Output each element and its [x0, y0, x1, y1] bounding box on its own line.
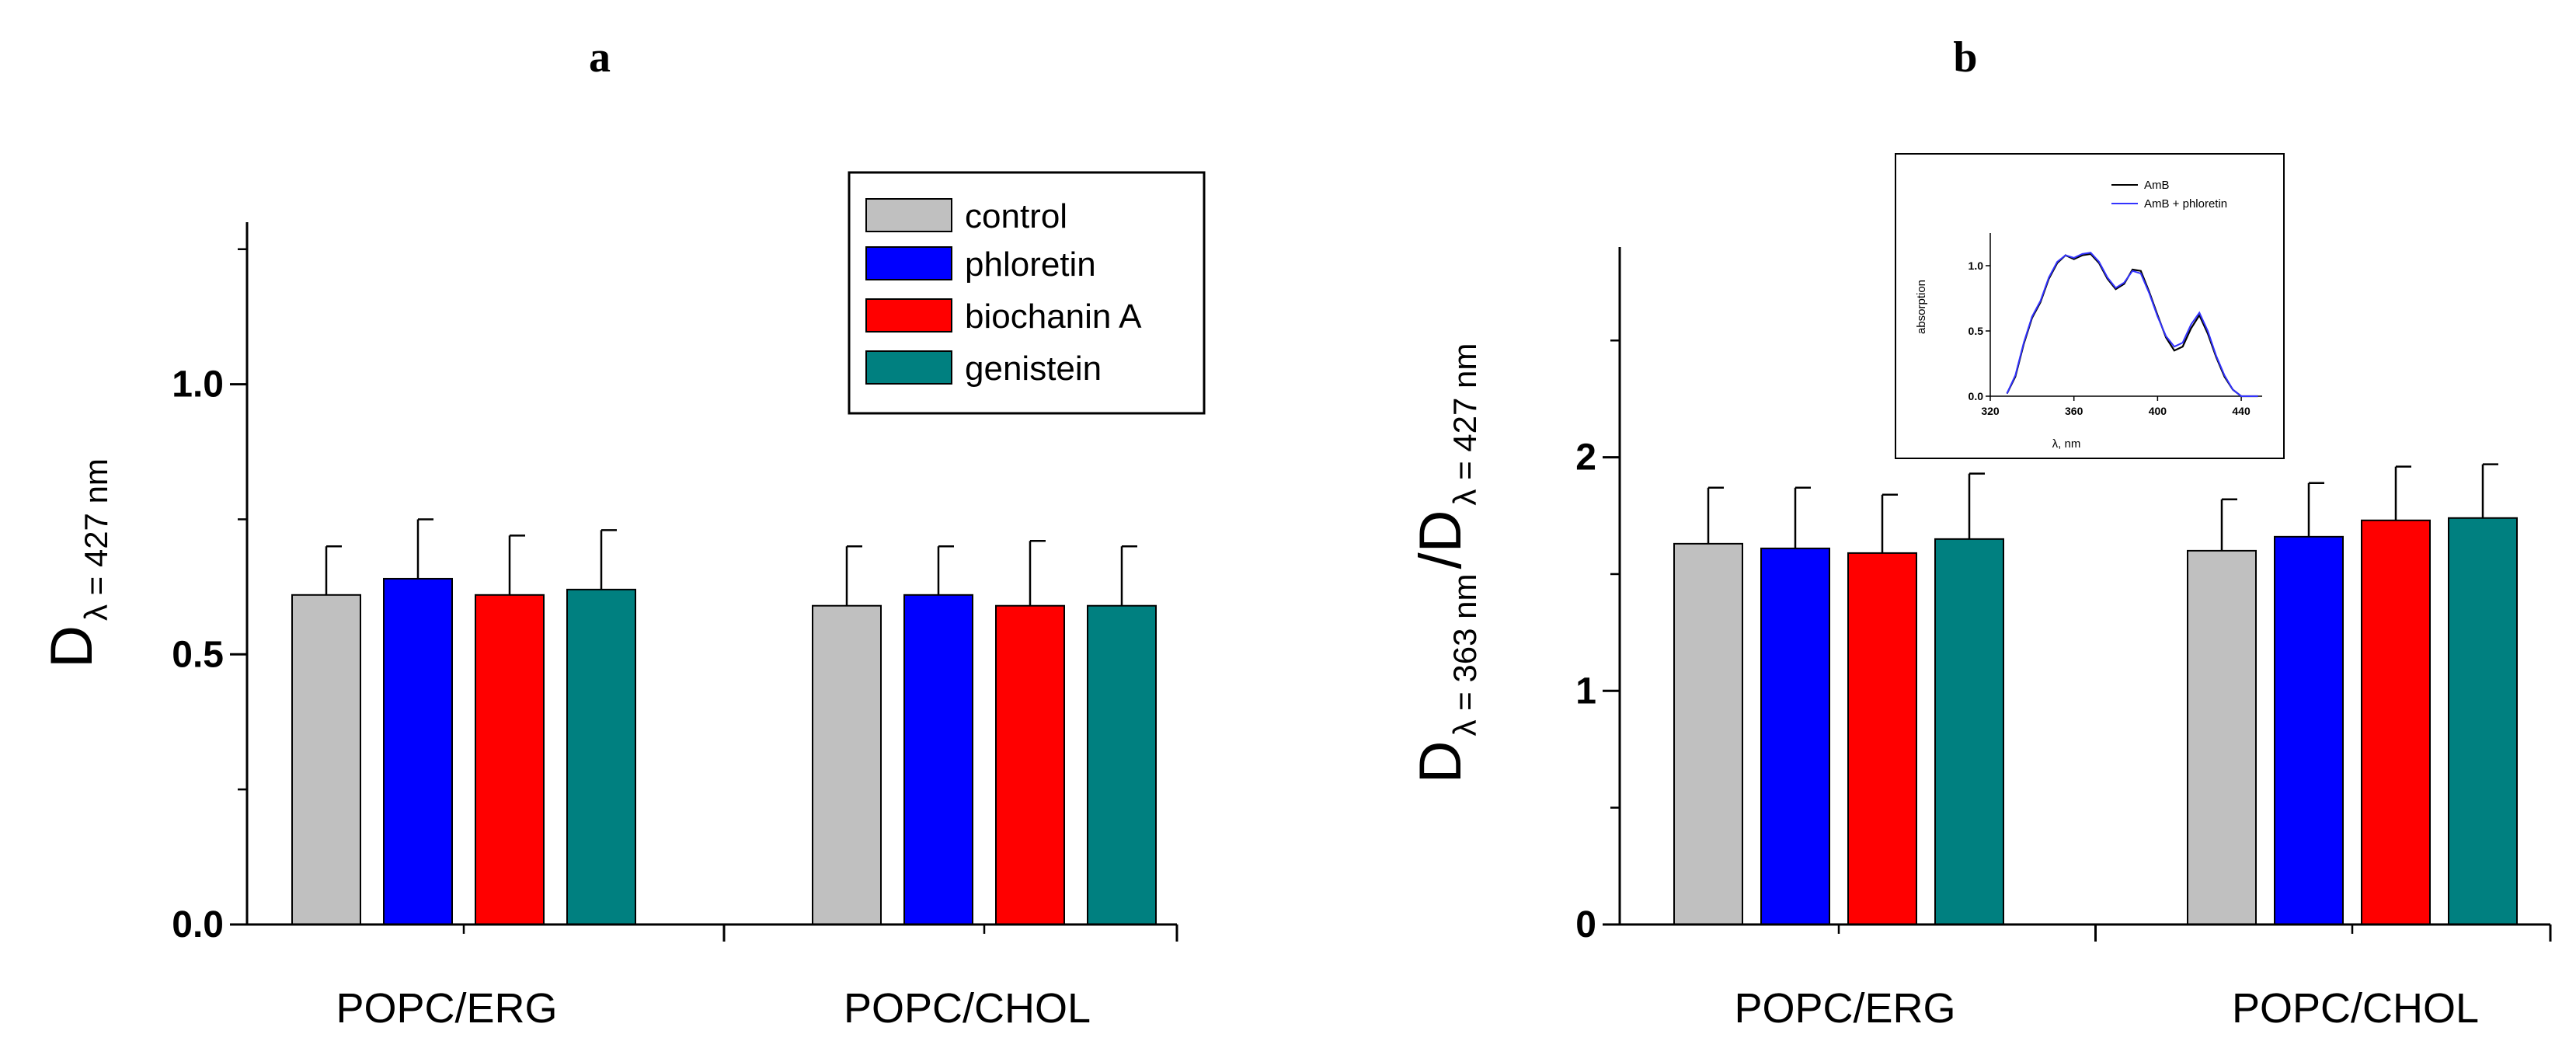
legend-swatch-genistein	[865, 350, 952, 385]
panel-a-ylabel: Dλ = 427 nm	[39, 458, 114, 668]
bar-genistein-1	[1934, 538, 2004, 925]
panel-b-chart: 0 1 2 Dλ = 363 nm/D λ = 427 nm POPC/ERG POP…	[1408, 153, 2552, 1032]
panel-b-ylabel: Dλ = 363 nm/D λ = 427 nm	[1408, 343, 1483, 784]
panel-a-cat-2: POPC/CHOL	[844, 985, 1091, 1032]
legend-label-control: control	[965, 197, 1067, 235]
inset-xlabel: λ, nm	[2052, 437, 2081, 451]
bar-genistein-2	[1087, 604, 1157, 925]
inset-legend-amb-phloretin: AmB + phloretin	[2144, 197, 2227, 211]
bar-phloretin-2	[2274, 535, 2344, 925]
ylabel-b-main2: /D	[1408, 510, 1474, 569]
y-tick-label: 0	[1575, 904, 1596, 945]
panel-b-label: b	[1953, 33, 1977, 82]
bar-genistein-2	[2448, 517, 2518, 925]
svg-text:Dλ = 427 nm: Dλ = 427 nm	[39, 458, 114, 668]
bar-control-2	[812, 604, 882, 925]
legend-swatch-biochanin	[865, 298, 952, 333]
legend-swatch-control	[865, 198, 952, 232]
bar-control-1	[1673, 542, 1743, 925]
inset-y-tick-label: 0.5	[1969, 325, 1984, 337]
inset-ylabel: absorption	[1915, 280, 1928, 334]
ylabel-a-main: D	[39, 625, 105, 668]
panel-b-bars	[1673, 463, 2518, 925]
panel-a-bars	[291, 518, 1157, 925]
inset-y-tick-label: 1.0	[1969, 259, 1984, 272]
bar-genistein-1	[566, 588, 636, 925]
bar-control-2	[2187, 549, 2257, 925]
legend-label-phloretin: phloretin	[965, 245, 1096, 284]
inset-legend-amb: AmB	[2144, 179, 2170, 192]
bar-biochanin-a-2	[2361, 519, 2431, 925]
bar-biochanin-a-1	[475, 594, 545, 925]
panel-a-chart: 0.0 0.5 1.0 Dλ = 427 nm POPC/ERG POPC/CHOL…	[39, 171, 1206, 1032]
panel-b-axes: 0 1 2	[1575, 247, 2552, 945]
inset-x-tick-label: 320	[1981, 405, 2000, 417]
y-tick-label: 2	[1575, 437, 1596, 479]
inset-frame	[1895, 153, 2285, 459]
ylabel-b-main1: D	[1408, 741, 1474, 784]
inset-x-tick-label: 440	[2232, 405, 2251, 417]
inset-x-tick-label: 400	[2149, 405, 2167, 417]
legend-swatch-phloretin	[865, 246, 952, 280]
bar-phloretin-1	[383, 577, 453, 925]
legend-label-biochanin: biochanin A	[965, 298, 1142, 336]
y-tick-label: 1	[1575, 670, 1596, 712]
bar-biochanin-a-2	[995, 604, 1065, 925]
bar-biochanin-a-1	[1847, 552, 1917, 925]
panel-b-cat-2: POPC/CHOL	[2232, 985, 2479, 1032]
panel-a-axes: 0.0 0.5 1.0	[172, 222, 1178, 945]
y-tick-label: 0.5	[172, 634, 224, 675]
panel-a-label: a	[589, 33, 611, 82]
ylabel-b-sub2: λ = 427 nm	[1446, 343, 1483, 506]
legend: control phloretin biochanin A genistein	[848, 171, 1206, 415]
inset-plot: 0.0 0.5 1.0 320 360 400 440	[1969, 233, 2262, 417]
inset-chart: 0.0 0.5 1.0 320 360 400 440 λ, nm absorption A…	[1895, 153, 2285, 459]
inset-x-tick-label: 360	[2065, 405, 2083, 417]
ylabel-b-sub1: λ = 363 nm	[1446, 574, 1483, 736]
legend-label-genistein: genistein	[965, 350, 1102, 388]
panel-a-cat-1: POPC/ERG	[336, 985, 557, 1032]
inset-y-tick-label: 0.0	[1969, 390, 1984, 402]
y-tick-label: 1.0	[172, 364, 224, 406]
y-tick-label: 0.0	[172, 904, 224, 945]
bar-control-1	[291, 594, 361, 925]
svg-text:Dλ = 363 nm/Dλ = 427 nm: Dλ = 363 nm/D λ = 427 nm	[1408, 343, 1483, 784]
bar-phloretin-1	[1760, 547, 1830, 925]
ylabel-a-sub: λ = 427 nm	[78, 458, 114, 621]
bar-phloretin-2	[903, 594, 973, 925]
panel-b-cat-1: POPC/ERG	[1734, 985, 1955, 1032]
inset-line-amb-phloretin	[2006, 252, 2258, 397]
